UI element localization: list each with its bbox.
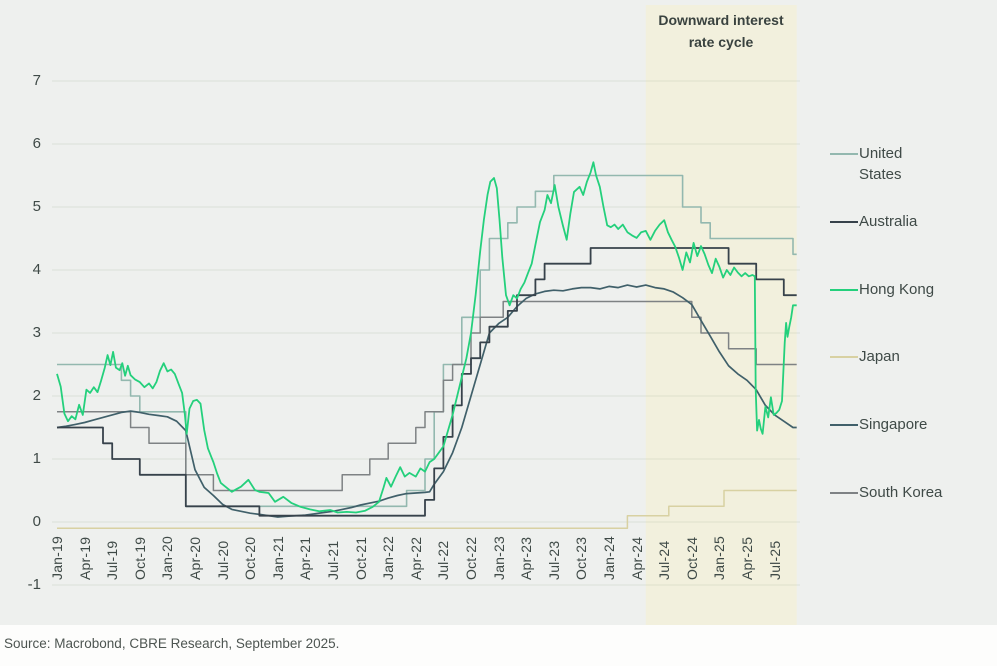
x-axis-label-jan-22: Jan-22 (380, 535, 397, 580)
y-axis-label-6: 6 (32, 135, 41, 152)
legend-label-japan: Japan (859, 348, 900, 365)
x-axis-label-jan-25: Jan-25 (711, 535, 728, 580)
rates-line-chart (52, 5, 800, 625)
legend-label-south-korea: South Korea (859, 484, 943, 501)
legend-item-hong-kong: Hong Kong (830, 279, 934, 300)
x-axis-label-apr-23: Apr-23 (518, 536, 535, 580)
plot-background (0, 0, 997, 625)
y-axis-label-1: 1 (32, 450, 41, 467)
y-axis-label-3: 3 (32, 324, 41, 341)
legend-label-hong-kong: Hong Kong (859, 281, 935, 298)
legend-swatch-singapore (830, 424, 858, 426)
downward-cycle-band (645, 5, 797, 625)
x-axis-label-apr-20: Apr-20 (187, 536, 203, 580)
series-line-japan (57, 489, 797, 530)
x-axis-label-jul-25: Jul-25 (766, 540, 783, 580)
downward-cycle-label: Downward interest rate cycle (658, 12, 784, 50)
legend-swatch-japan (830, 356, 858, 358)
legend-swatch-hong-kong (830, 289, 858, 291)
x-axis-label-apr-25: Apr-25 (739, 536, 755, 580)
x-axis-label-apr-21: Apr-21 (297, 536, 314, 580)
x-axis-label-jan-24: Jan-24 (601, 535, 617, 580)
y-axis-label--1: -1 (27, 576, 41, 593)
y-axis-label-2: 2 (32, 387, 41, 404)
legend-label-australia: Australia (859, 213, 918, 230)
y-axis-label-4: 4 (32, 261, 41, 278)
x-axis-label-jan-19: Jan-19 (49, 535, 65, 580)
source-note: Source: Macrobond, CBRE Research, Septem… (4, 636, 340, 651)
x-axis-label-apr-24: Apr-24 (628, 536, 645, 580)
legend-swatch-australia (830, 221, 858, 223)
x-axis-label-jul-24: Jul-24 (656, 540, 673, 580)
source-strip: Source: Macrobond, CBRE Research, Septem… (0, 625, 997, 666)
legend-item-singapore: Singapore (830, 414, 927, 435)
legend-label-united-states: United States (859, 145, 903, 183)
legend-item-united-states: United States (830, 143, 902, 185)
x-axis-label-jul-23: Jul-23 (545, 540, 562, 580)
y-axis-label-5: 5 (32, 198, 41, 215)
x-axis-label-jan-20: Jan-20 (159, 535, 176, 580)
y-axis-label-7: 7 (32, 72, 41, 89)
series-line-australia (57, 247, 797, 517)
x-axis-label-apr-19: Apr-19 (76, 536, 93, 580)
legend-item-south-korea: South Korea (830, 482, 942, 503)
x-axis-label-oct-21: Oct-21 (352, 536, 369, 580)
legend-item-japan: Japan (830, 346, 900, 367)
legend-swatch-united-states (830, 153, 858, 155)
x-axis-label-jul-22: Jul-22 (435, 540, 452, 580)
x-axis-label-apr-22: Apr-22 (407, 536, 424, 580)
x-axis-label-jan-21: Jan-21 (269, 535, 286, 580)
legend-swatch-south-korea (830, 492, 858, 494)
x-axis-label-oct-22: Oct-22 (463, 536, 479, 580)
legend-label-singapore: Singapore (859, 416, 928, 433)
legend-item-australia: Australia (830, 211, 917, 232)
x-axis-label-jul-19: Jul-19 (104, 540, 121, 580)
x-axis-label-oct-23: Oct-23 (573, 536, 590, 580)
series-line-united-states (57, 174, 797, 508)
y-axis-label-0: 0 (32, 513, 41, 530)
x-axis-label-oct-20: Oct-20 (242, 536, 259, 580)
x-axis-label-jul-20: Jul-20 (214, 540, 231, 580)
x-axis-label-jul-21: Jul-21 (325, 540, 341, 580)
series-line-hong-kong (56, 161, 797, 514)
x-axis-label-oct-24: Oct-24 (683, 536, 700, 580)
x-axis-label-jan-23: Jan-23 (490, 535, 507, 580)
x-axis-label-oct-19: Oct-19 (131, 536, 148, 580)
